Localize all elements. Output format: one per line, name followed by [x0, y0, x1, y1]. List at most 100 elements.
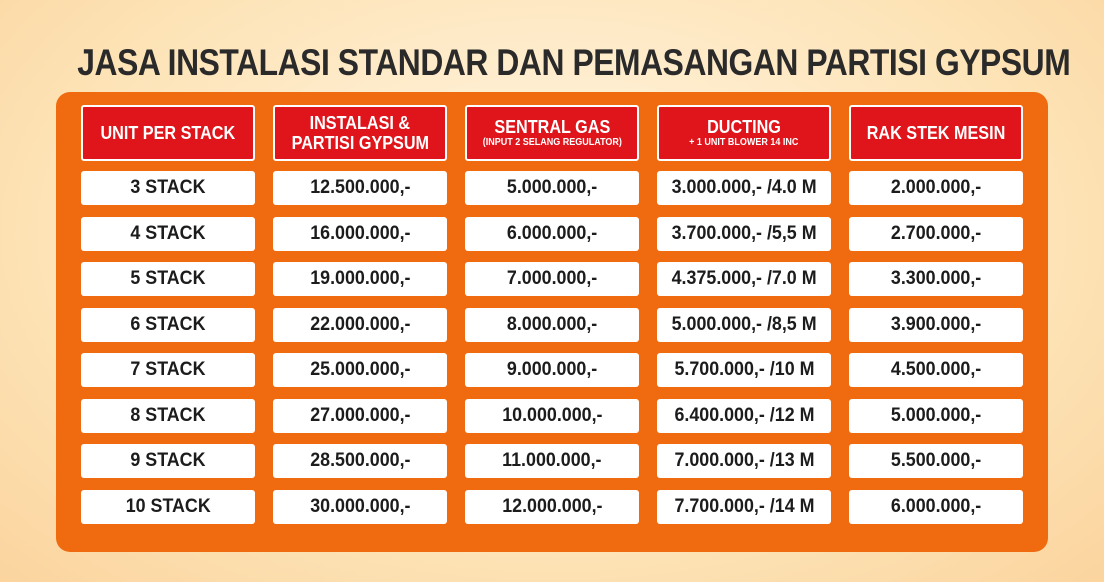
- sentral-gas-price-cell: 8.000.000,-: [465, 307, 639, 342]
- header-label: UNIT PER STACK: [100, 123, 236, 143]
- cell-value: 8 STACK: [130, 404, 206, 426]
- ducting-price-cell: 5.000.000,- /8,5 M: [657, 307, 831, 342]
- rak-stek-price-cell: 4.500.000,-: [849, 353, 1023, 387]
- instalasi-price-cell: 25.000.000,-: [273, 353, 447, 387]
- instalasi-price-cell: 28.500.000,-: [273, 444, 447, 478]
- cell-value: 8.000.000,-: [506, 313, 598, 335]
- table-row: 7 STACK 25.000.000,- 9.000.000,- 5.700.000,…: [81, 353, 1023, 387]
- cell-value: 7.000.000,- /13 M: [673, 450, 815, 471]
- price-table-panel: UNIT PER STACK INSTALASI & PARTISI GYPSU…: [56, 92, 1048, 552]
- cell-value: 4.500.000,-: [890, 359, 982, 380]
- table-row: 6 STACK 22.000.000,- 8.000.000,- 5.000.000,…: [81, 307, 1023, 342]
- rak-stek-price-cell: 3.900.000,-: [849, 307, 1023, 342]
- table-body: 3 STACK 12.500.000,- 5.000.000,- 3.000.000,…: [81, 171, 1023, 524]
- cell-value: 30.000.000,-: [309, 495, 411, 517]
- cell-value: 12.500.000,-: [309, 177, 411, 198]
- ducting-price-cell: 7.700.000,- /14 M: [657, 489, 831, 524]
- table-row: 8 STACK 27.000.000,- 10.000.000,- 6.400.000…: [81, 398, 1023, 433]
- cell-value: 9 STACK: [130, 450, 206, 471]
- cell-value: 5.000.000,-: [890, 404, 982, 426]
- unit-cell: 7 STACK: [81, 353, 255, 387]
- header-ducting: DUCTING + 1 UNIT BLOWER 14 INC: [657, 105, 831, 161]
- cell-value: 6.400.000,- /12 M: [673, 404, 815, 426]
- ducting-price-cell: 5.700.000,- /10 M: [657, 353, 831, 387]
- sentral-gas-price-cell: 12.000.000,-: [465, 489, 639, 524]
- page-title: JASA INSTALASI STANDAR DAN PEMASANGAN PA…: [77, 42, 1071, 83]
- header-sublabel: (INPUT 2 SELANG REGULATOR): [482, 137, 622, 148]
- unit-cell: 8 STACK: [81, 398, 255, 433]
- rak-stek-price-cell: 5.000.000,-: [849, 398, 1023, 433]
- cell-value: 28.500.000,-: [309, 450, 411, 471]
- cell-value: 7 STACK: [130, 359, 206, 380]
- ducting-price-cell: 7.000.000,- /13 M: [657, 444, 831, 478]
- rak-stek-price-cell: 3.300.000,-: [849, 262, 1023, 296]
- instalasi-price-cell: 19.000.000,-: [273, 262, 447, 296]
- header-label-line2: PARTISI GYPSUM: [291, 133, 429, 153]
- ducting-price-cell: 6.400.000,- /12 M: [657, 398, 831, 433]
- header-label: SENTRAL GAS: [494, 117, 610, 137]
- table-header-row: UNIT PER STACK INSTALASI & PARTISI GYPSU…: [81, 105, 1023, 161]
- price-table: UNIT PER STACK INSTALASI & PARTISI GYPSU…: [81, 105, 1023, 535]
- ducting-price-cell: 3.000.000,- /4.0 M: [657, 171, 831, 205]
- cell-value: 12.000.000,-: [501, 495, 603, 517]
- unit-cell: 5 STACK: [81, 262, 255, 296]
- cell-value: 27.000.000,-: [309, 404, 411, 426]
- rak-stek-price-cell: 2.700.000,-: [849, 216, 1023, 251]
- instalasi-price-cell: 16.000.000,-: [273, 216, 447, 251]
- cell-value: 5.700.000,- /10 M: [673, 359, 815, 380]
- cell-value: 5.000.000,-: [506, 177, 598, 198]
- cell-value: 5.000.000,- /8,5 M: [671, 313, 817, 335]
- cell-value: 5.500.000,-: [890, 450, 982, 471]
- cell-value: 10.000.000,-: [501, 404, 603, 426]
- unit-cell: 10 STACK: [81, 489, 255, 524]
- cell-value: 6 STACK: [130, 313, 206, 335]
- cell-value: 2.000.000,-: [890, 177, 982, 198]
- header-label: DUCTING: [707, 117, 781, 137]
- unit-cell: 6 STACK: [81, 307, 255, 342]
- cell-value: 7.000.000,-: [506, 268, 598, 289]
- cell-value: 3.000.000,- /4.0 M: [671, 177, 817, 198]
- cell-value: 3.700.000,- /5,5 M: [671, 222, 817, 244]
- sentral-gas-price-cell: 5.000.000,-: [465, 171, 639, 205]
- header-unit-per-stack: UNIT PER STACK: [81, 105, 255, 161]
- sentral-gas-price-cell: 6.000.000,-: [465, 216, 639, 251]
- cell-value: 5 STACK: [130, 268, 206, 289]
- header-instalasi-partisi: INSTALASI & PARTISI GYPSUM: [273, 105, 447, 161]
- cell-value: 4 STACK: [130, 222, 206, 244]
- unit-cell: 3 STACK: [81, 171, 255, 205]
- cell-value: 11.000.000,-: [502, 450, 602, 471]
- table-row: 4 STACK 16.000.000,- 6.000.000,- 3.700.000,…: [81, 216, 1023, 251]
- cell-value: 25.000.000,-: [309, 359, 411, 380]
- cell-value: 16.000.000,-: [309, 222, 411, 244]
- cell-value: 3 STACK: [130, 177, 206, 198]
- cell-value: 22.000.000,-: [309, 313, 411, 335]
- header-sublabel: + 1 UNIT BLOWER 14 INC: [689, 137, 799, 148]
- header-sentral-gas: SENTRAL GAS (INPUT 2 SELANG REGULATOR): [465, 105, 639, 161]
- ducting-price-cell: 3.700.000,- /5,5 M: [657, 216, 831, 251]
- rak-stek-price-cell: 5.500.000,-: [849, 444, 1023, 478]
- header-rak-stek-mesin: RAK STEK MESIN: [849, 105, 1023, 161]
- cell-value: 10 STACK: [125, 495, 211, 517]
- unit-cell: 4 STACK: [81, 216, 255, 251]
- table-row: 9 STACK 28.500.000,- 11.000.000,- 7.000.000…: [81, 444, 1023, 478]
- table-row: 5 STACK 19.000.000,- 7.000.000,- 4.375.000,…: [81, 262, 1023, 296]
- instalasi-price-cell: 30.000.000,-: [273, 489, 447, 524]
- header-label: INSTALASI &: [309, 113, 411, 133]
- cell-value: 3.900.000,-: [890, 313, 982, 335]
- cell-value: 2.700.000,-: [890, 222, 982, 244]
- sentral-gas-price-cell: 9.000.000,-: [465, 353, 639, 387]
- cell-value: 6.000.000,-: [506, 222, 598, 244]
- cell-value: 3.300.000,-: [890, 268, 982, 289]
- sentral-gas-price-cell: 10.000.000,-: [465, 398, 639, 433]
- cell-value: 4.375.000,- /7.0 M: [671, 268, 817, 289]
- ducting-price-cell: 4.375.000,- /7.0 M: [657, 262, 831, 296]
- sentral-gas-price-cell: 11.000.000,-: [465, 444, 639, 478]
- cell-value: 6.000.000,-: [890, 495, 982, 517]
- cell-value: 9.000.000,-: [506, 359, 598, 380]
- rak-stek-price-cell: 6.000.000,-: [849, 489, 1023, 524]
- instalasi-price-cell: 12.500.000,-: [273, 171, 447, 205]
- instalasi-price-cell: 27.000.000,-: [273, 398, 447, 433]
- header-label: RAK STEK MESIN: [866, 123, 1006, 143]
- rak-stek-price-cell: 2.000.000,-: [849, 171, 1023, 205]
- table-row: 3 STACK 12.500.000,- 5.000.000,- 3.000.000,…: [81, 171, 1023, 205]
